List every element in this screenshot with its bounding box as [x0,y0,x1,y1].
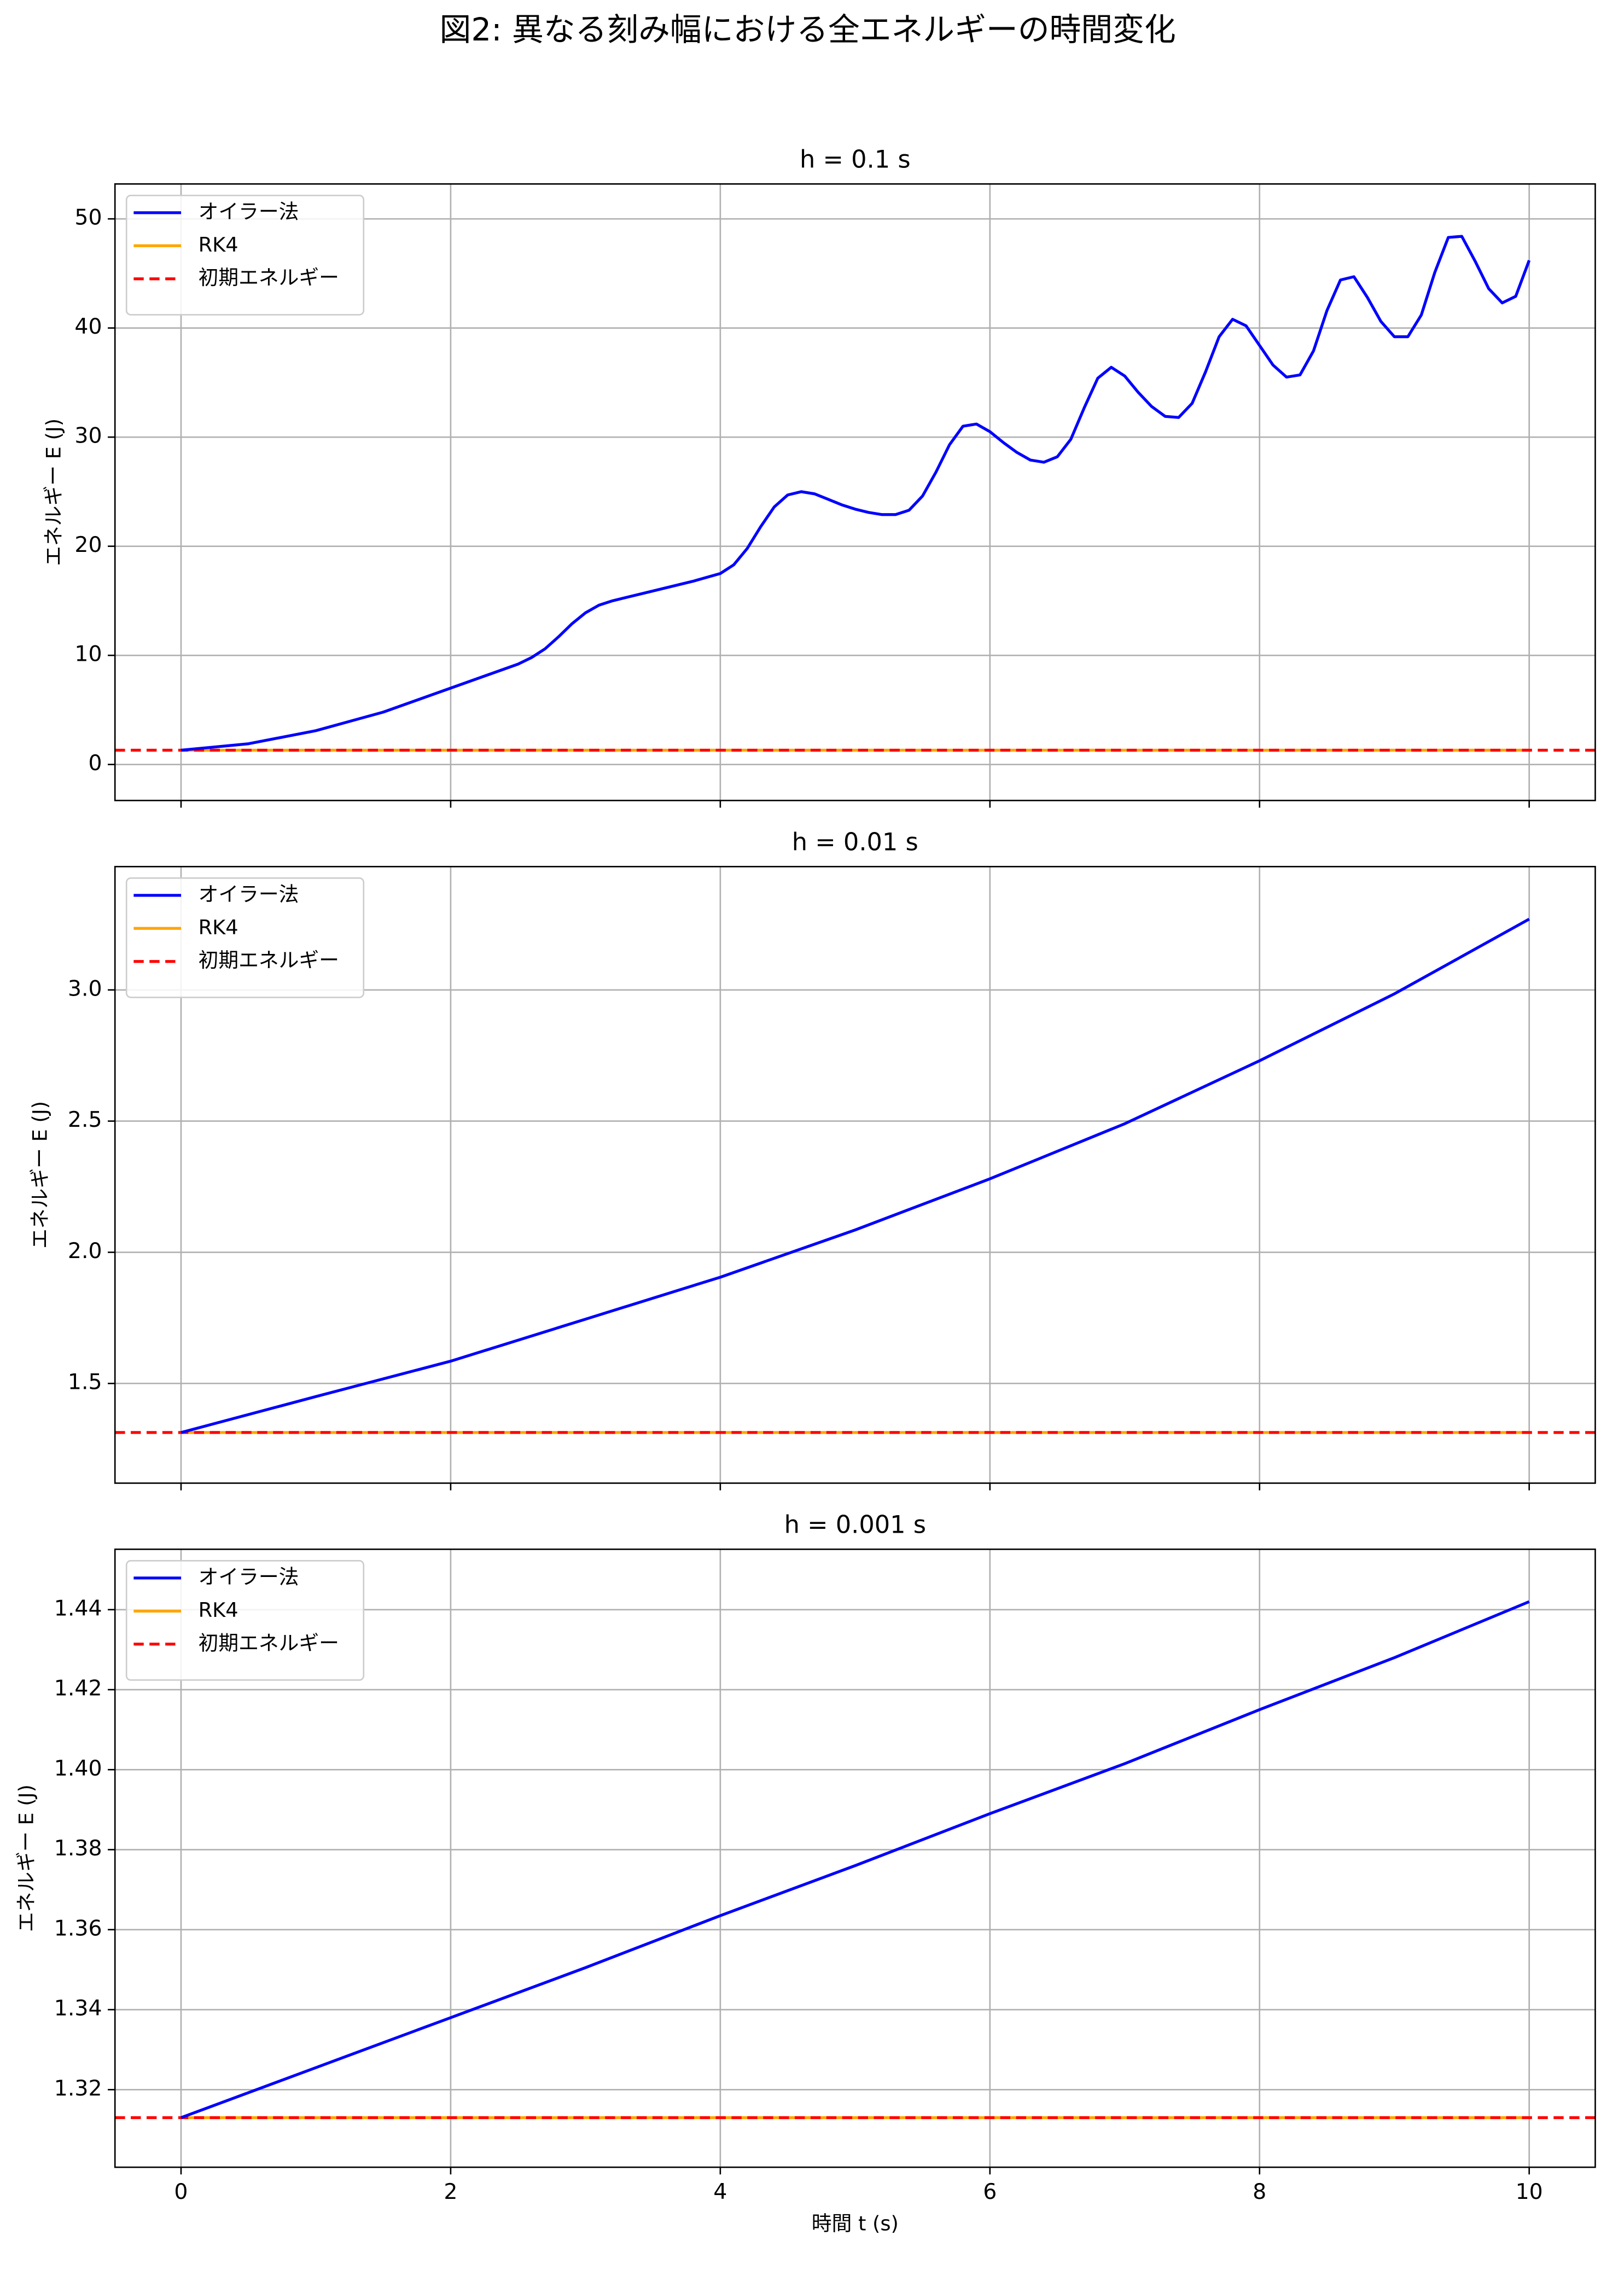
y-tick-label: 1.32 [54,2076,102,2101]
axes-frame [114,1549,1596,2168]
y-tick-label: 1.36 [54,1916,102,1941]
y-tick-label: 1.34 [54,1996,102,2021]
x-tick-label: 0 [174,2179,188,2204]
plot-area [115,917,1596,1434]
y-tick-label: 1.38 [54,1836,102,1861]
y-tick-label: 2.5 [68,1107,102,1132]
y-tick-label: 2.0 [68,1238,102,1264]
x-tick-label: 10 [1516,2179,1543,2204]
y-tick-label: 3.0 [68,976,102,1001]
y-tick-label: 10 [74,642,102,667]
axes-title: h = 0.01 s [792,828,918,856]
x-tick-label: 2 [444,2179,457,2204]
figure-title: 図2: 異なる刻み幅における全エネルギーの時間変化 [440,11,1176,48]
legend-label: 初期エネルギー [199,1631,339,1655]
axes-frame [114,866,1596,1484]
legend-label: RK4 [199,1598,238,1622]
axes-title: h = 0.1 s [800,145,911,173]
legend-label: 初期エネルギー [199,948,339,972]
x-tick-label: 6 [983,2179,997,2204]
y-tick-label: 1.40 [54,1756,102,1781]
y-axis-label: エネルギー E (J) [28,1101,51,1249]
plot-area [115,235,1596,752]
legend-label: RK4 [199,233,238,257]
series-line [181,235,1531,752]
axes-title: h = 0.001 s [784,1510,926,1539]
x-tick-label: 8 [1253,2179,1266,2204]
legend-label: RK4 [199,916,238,939]
y-tick-label: 30 [74,423,102,449]
legend-label: オイラー法 [199,200,299,223]
legend-label: 初期エネルギー [199,266,339,289]
series-line [181,917,1530,1434]
series-line [181,1600,1530,2119]
axes-frame [114,183,1596,801]
y-tick-label: 0 [88,750,102,776]
y-tick-label: 50 [74,205,102,230]
y-axis-label: エネルギー E (J) [42,418,65,566]
legend-box [125,877,365,998]
legend-box [125,195,365,316]
x-axis-label: 時間 t (s) [812,2212,899,2236]
y-tick-label: 40 [74,314,102,339]
legend-label: オイラー法 [199,1565,299,1588]
plot-area [115,1600,1596,2120]
y-axis-label: エネルギー E (J) [14,1784,38,1932]
y-tick-label: 1.42 [54,1676,102,1701]
y-tick-label: 1.5 [68,1370,102,1395]
legend-label: オイラー法 [199,882,299,906]
legend-box [125,1560,365,1681]
y-tick-label: 20 [74,532,102,557]
y-tick-label: 1.44 [54,1596,102,1621]
x-tick-label: 4 [713,2179,727,2204]
